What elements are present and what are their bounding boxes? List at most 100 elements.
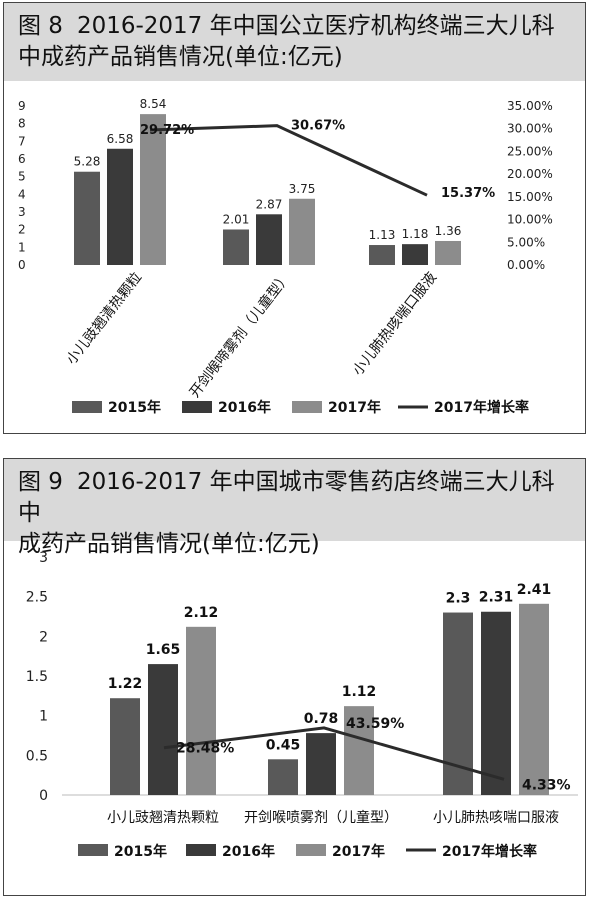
figure-9-title-line1: 2016-2017 年中国城市零售药店终端三大儿科中 (18, 469, 555, 526)
figure-8-title-line1: 2016-2017 年中国公立医疗机构终端三大儿科 (76, 13, 555, 39)
legend-label: 2015年 (114, 843, 167, 860)
legend-label: 2016年 (218, 399, 271, 416)
growth-rate-line (163, 726, 505, 781)
y-tick-label: 1.5 (26, 669, 48, 685)
bar-label: 6.58 (107, 132, 134, 146)
figure-9-title: 图 9 2016-2017 年中国城市零售药店终端三大儿科中 成药产品销售情况(单… (18, 467, 575, 560)
y-tick-label: 2 (39, 629, 48, 645)
figure-9-title-line2: 成药产品销售情况(单位:亿元) (18, 531, 320, 557)
figure-8-number: 图 8 (18, 13, 63, 39)
bar (74, 171, 100, 265)
y2-tick-label: 0.00% (507, 258, 545, 272)
figure-9-chart: 0 0.5 1 1.5 2 2.5 3 1.22 0.45 2.3 1.65 0.78 2.31 2.12… (26, 550, 578, 860)
legend-swatch (78, 844, 108, 856)
y2-tick-label: 15.00% (507, 190, 553, 204)
legend-label: 2015年 (108, 399, 161, 416)
figure-9-title-bar: 图 9 2016-2017 年中国城市零售药店终端三大儿科中 成药产品销售情况(单… (4, 459, 585, 557)
bar-label: 5.28 (74, 155, 101, 169)
y2-tick-label: 10.00% (507, 213, 553, 227)
figure-8-chart: 0 1 2 3 4 5 6 7 8 9 0.00% 5.00% 10.00% 15.00% 20.00% 25… (18, 97, 553, 416)
bar (256, 214, 282, 265)
growth-rate-label: 43.59% (346, 716, 404, 732)
bar-label: 2.01 (223, 212, 250, 226)
bar (107, 148, 133, 265)
y-tick-label: 4 (18, 187, 26, 201)
legend-swatch (296, 844, 326, 856)
category-label: 小儿肺热咳喘口服液 (349, 269, 440, 379)
legend-swatch (182, 401, 212, 413)
figure-8-title-line2: 中成药产品销售情况(单位:亿元) (18, 44, 343, 70)
bar (519, 603, 549, 795)
y-tick-label: 0 (18, 258, 26, 272)
bar-label: 2.3 (446, 591, 471, 607)
legend-label: 2017年 (328, 399, 381, 416)
bar-label: 3.75 (289, 182, 316, 196)
bar (268, 759, 298, 795)
y2-tick-label: 30.00% (507, 122, 553, 136)
growth-rate-line (149, 124, 428, 197)
bar (306, 733, 336, 795)
legend-label: 2017年 (332, 843, 385, 860)
figure-9-panel: 图 9 2016-2017 年中国城市零售药店终端三大儿科中 成药产品销售情况(单… (3, 458, 586, 896)
category-label: 开剑喉喷雾剂（儿童型） (244, 809, 398, 826)
y-tick-label: 2.5 (26, 590, 48, 606)
bar (140, 114, 166, 265)
bar-label: 2.31 (479, 590, 514, 606)
y-tick-label: 8 (18, 117, 26, 131)
growth-rate-label: 4.33% (522, 777, 571, 793)
y2-tick-label: 25.00% (507, 144, 553, 158)
y-tick-label: 6 (18, 152, 26, 166)
bar-label: 2.12 (184, 605, 219, 621)
bar (435, 240, 461, 265)
category-label: 小儿豉翘清热颗粒 (107, 810, 219, 826)
y-tick-label: 2 (18, 223, 26, 237)
legend-swatch (292, 401, 322, 413)
bar (110, 698, 140, 795)
y2-tick-label: 35.00% (507, 99, 553, 113)
y-tick-label: 9 (18, 99, 26, 113)
y-tick-label: 1 (18, 240, 26, 254)
y2-tick-label: 5.00% (507, 235, 545, 249)
figure-8-panel: 图 8 2016-2017 年中国公立医疗机构终端三大儿科 中成药产品销售情况(单… (3, 2, 586, 434)
figure-9-number: 图 9 (18, 469, 63, 495)
y-tick-label: 1 (39, 709, 48, 725)
bar (223, 229, 249, 265)
bar-label: 1.12 (342, 684, 377, 700)
y-tick-label: 3 (18, 205, 26, 219)
y-tick-label: 5 (18, 170, 26, 184)
growth-rate-label: 28.48% (176, 741, 234, 757)
bar-label: 1.18 (402, 227, 429, 241)
bar (186, 626, 216, 795)
bar (369, 245, 395, 265)
bar-label: 2.41 (517, 582, 552, 598)
bar-label: 0.78 (304, 711, 339, 727)
y-tick-label: 0.5 (26, 748, 48, 764)
y-tick-label: 0 (39, 788, 48, 804)
category-label: 小儿豉翘清热颗粒 (64, 270, 146, 368)
legend-label: 2016年 (222, 843, 275, 860)
legend-label: 2017年增长率 (434, 399, 529, 416)
bar-label: 8.54 (140, 97, 167, 111)
bar (402, 244, 428, 265)
legend-swatch (72, 401, 102, 413)
bar (481, 611, 511, 795)
bar-label: 1.36 (435, 224, 462, 238)
figure-8-title: 图 8 2016-2017 年中国公立医疗机构终端三大儿科 中成药产品销售情况(单… (18, 11, 575, 73)
legend-label: 2017年增长率 (442, 843, 537, 860)
bar (344, 706, 374, 795)
legend-swatch (186, 844, 216, 856)
growth-rate-label: 29.72% (140, 123, 194, 138)
growth-rate-label: 15.37% (441, 186, 495, 201)
category-label: 开剑喉啼雾剂（儿童型） (186, 269, 294, 401)
y2-tick-label: 20.00% (507, 167, 553, 181)
bar-label: 1.65 (146, 642, 181, 658)
growth-rate-label: 30.67% (291, 119, 345, 134)
y-tick-label: 7 (18, 134, 26, 148)
figure-8-title-bar: 图 8 2016-2017 年中国公立医疗机构终端三大儿科 中成药产品销售情况(单… (4, 3, 585, 81)
bar-label: 2.87 (256, 197, 283, 211)
bar (289, 198, 315, 265)
bar-label: 1.22 (108, 676, 143, 692)
bar (148, 664, 178, 795)
bar-label: 1.13 (369, 228, 396, 242)
bar-label: 0.45 (266, 737, 301, 753)
